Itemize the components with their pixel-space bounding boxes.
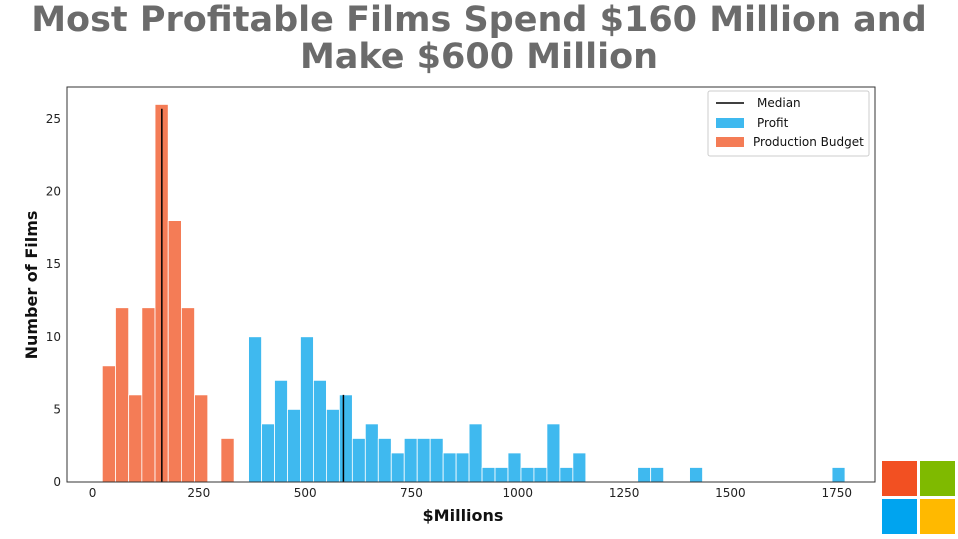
y-tick-label: 20 xyxy=(46,185,61,199)
profit-bar xyxy=(494,467,509,483)
profit-bar xyxy=(364,423,379,483)
profit-bar xyxy=(313,379,327,483)
legend-box xyxy=(707,90,870,157)
production-budget-bar xyxy=(101,365,116,483)
y-tick-label: 0 xyxy=(53,475,61,489)
chart-title: Most Profitable Films Spend $160 Million… xyxy=(0,2,958,76)
profit-bar xyxy=(390,452,405,483)
legend-budget-label: Production Budget xyxy=(753,135,864,149)
plot-frame xyxy=(66,86,876,483)
median-lines xyxy=(161,108,345,482)
production-budget-bar xyxy=(128,394,143,483)
profit-bar xyxy=(637,467,652,483)
profit-bar xyxy=(300,336,314,483)
logo-green-square xyxy=(920,461,955,496)
y-axis-ticks: 0 5 10 15 20 25 xyxy=(46,112,61,489)
profit-bar xyxy=(507,452,522,483)
profit-bar xyxy=(559,467,574,483)
y-tick-label: 10 xyxy=(46,330,61,344)
legend-median-label: Median xyxy=(757,96,801,110)
profit-bar xyxy=(572,452,587,483)
production-budget-bar xyxy=(180,307,195,483)
y-tick-label: 25 xyxy=(46,112,61,126)
x-axis-label: $Millions xyxy=(423,506,504,525)
y-tick-label: 15 xyxy=(46,257,61,271)
legend-budget-swatch xyxy=(716,137,744,147)
x-tick-label: 1500 xyxy=(715,486,746,500)
x-tick-label: 1250 xyxy=(609,486,640,500)
microsoft-logo xyxy=(878,457,958,539)
legend-profit-label: Profit xyxy=(757,116,789,130)
y-tick-label: 5 xyxy=(53,402,61,416)
x-tick-label: 500 xyxy=(294,486,317,500)
x-tick-label: 250 xyxy=(187,486,210,500)
chart-title-line-2: Make $600 Million xyxy=(299,37,659,77)
x-tick-label: 750 xyxy=(400,486,423,500)
legend: Median Profit Production Budget xyxy=(707,90,870,157)
profit-bar xyxy=(326,408,340,483)
logo-red-square xyxy=(882,461,917,496)
production-budget-bar xyxy=(115,307,130,483)
x-axis-ticks: 0 250 500 750 1000 1250 1500 1750 xyxy=(89,486,852,500)
x-tick-label: 0 xyxy=(89,486,97,500)
profit-bar xyxy=(481,467,496,483)
profit-bar xyxy=(338,394,353,483)
profit-bar xyxy=(429,438,444,483)
profit-bar xyxy=(689,467,703,483)
profit-bar xyxy=(274,379,288,483)
y-axis-label: Number of Films xyxy=(22,211,41,360)
chart-title-line-1: Most Profitable Films Spend $160 Million… xyxy=(31,0,927,40)
production-budget-bar xyxy=(194,394,209,483)
x-tick-label: 1750 xyxy=(821,486,852,500)
x-tick-label: 1000 xyxy=(503,486,534,500)
profit-bar xyxy=(248,336,262,483)
profit-bar xyxy=(831,467,846,483)
profit-bar xyxy=(442,452,457,483)
bars-layer xyxy=(101,104,846,483)
profit-bar xyxy=(287,408,301,483)
profit-bar xyxy=(351,438,366,483)
profit-bar xyxy=(377,438,392,483)
profit-bar xyxy=(403,438,418,483)
profit-bar xyxy=(650,467,665,483)
profit-bar xyxy=(520,467,535,483)
profit-bar xyxy=(455,452,470,483)
profit-bar xyxy=(468,423,483,483)
logo-blue-square xyxy=(882,499,917,534)
profit-bar xyxy=(416,438,431,483)
legend-profit-swatch xyxy=(716,118,744,128)
profit-bar xyxy=(261,423,275,483)
logo-yellow-square xyxy=(920,499,955,534)
production-budget-bar xyxy=(220,438,235,483)
profit-bar xyxy=(533,467,548,483)
profit-bar xyxy=(546,423,561,483)
production-budget-bar xyxy=(141,307,156,483)
production-budget-bar xyxy=(167,220,182,483)
